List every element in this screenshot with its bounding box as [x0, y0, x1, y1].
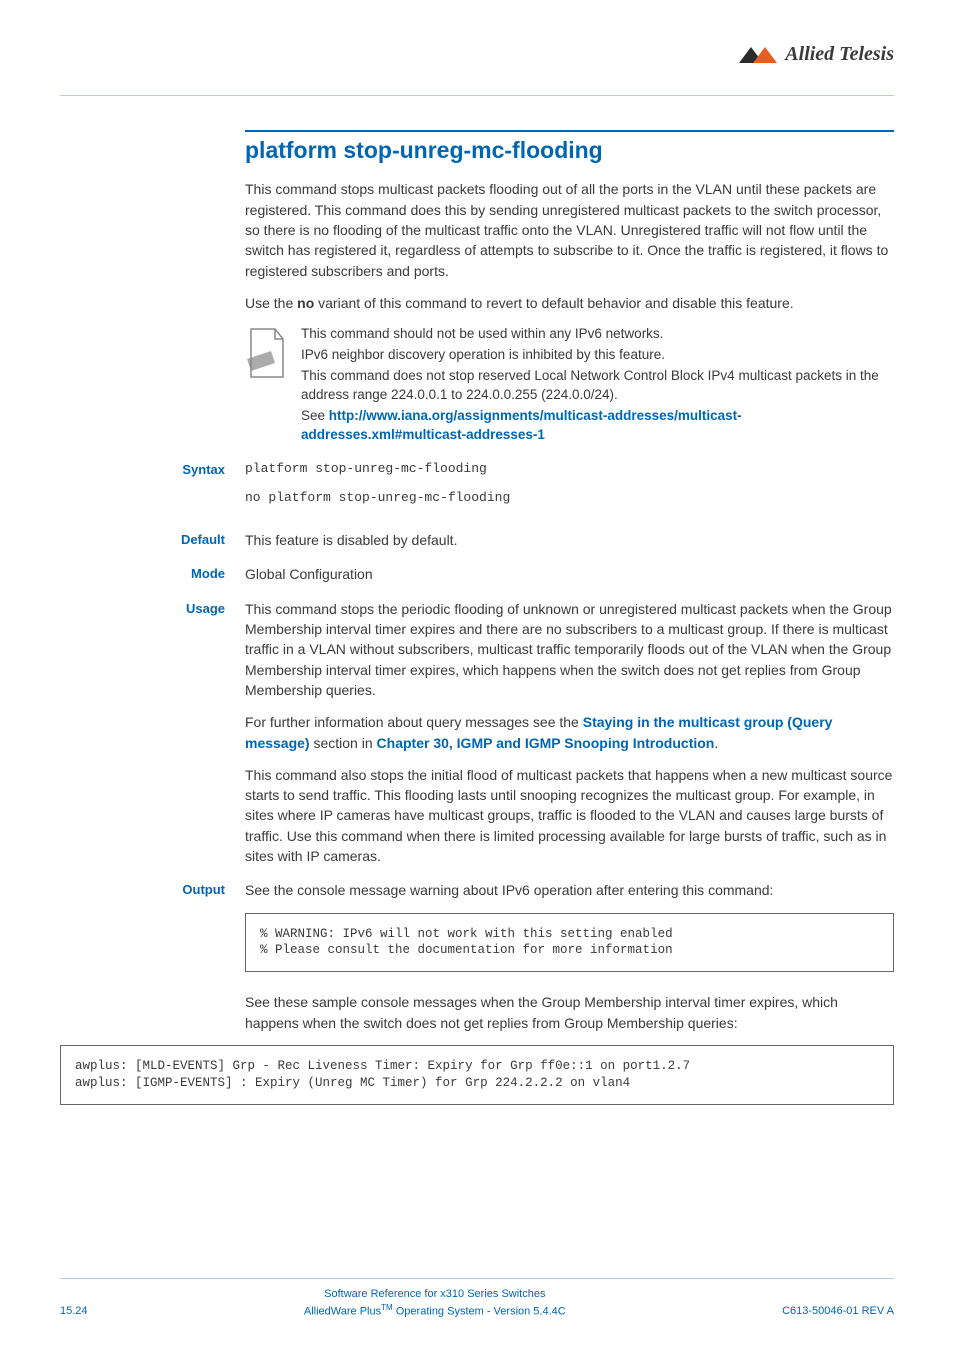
header-divider: [60, 95, 894, 96]
footer-tm: TM: [381, 1303, 393, 1312]
note-callout: This command should not be used within a…: [245, 325, 894, 446]
main-content: platform stop-unreg-mc-flooding This com…: [245, 130, 894, 1105]
console-output-2: awplus: [MLD-EVENTS] Grp - Rec Liveness …: [60, 1045, 894, 1105]
intro-p2-pre: Use the: [245, 295, 297, 311]
section-default: Default This feature is disabled by defa…: [245, 530, 894, 550]
footer-center-line1: Software Reference for x310 Series Switc…: [304, 1287, 566, 1302]
label-syntax: Syntax: [60, 460, 225, 480]
output-intro: See the console message warning about IP…: [245, 880, 894, 900]
brand-logo: Allied Telesis: [739, 40, 894, 69]
note-link[interactable]: http://www.iana.org/assignments/multicas…: [301, 408, 742, 442]
note-body: This command should not be used within a…: [301, 325, 894, 446]
label-output: Output: [60, 880, 225, 900]
note-icon: [245, 325, 287, 386]
note-line4-pre: See: [301, 408, 329, 423]
usage-p3: This command also stops the initial floo…: [245, 765, 894, 866]
section-output: Output See the console message warning a…: [245, 880, 894, 1104]
logo-glyph-icon: [739, 45, 779, 65]
section-mode: Mode Global Configuration: [245, 564, 894, 584]
note-line-1: This command should not be used within a…: [301, 325, 894, 344]
section-syntax: Syntax platform stop-unreg-mc-flooding n…: [245, 460, 894, 508]
intro-p2-bold: no: [297, 295, 314, 311]
command-title: platform stop-unreg-mc-flooding: [245, 130, 894, 167]
brand-name: Allied Telesis: [785, 40, 894, 69]
intro-paragraph-1: This command stops multicast packets flo…: [245, 179, 894, 280]
usage-p2: For further information about query mess…: [245, 712, 894, 753]
note-line-4: See http://www.iana.org/assignments/mult…: [301, 407, 894, 445]
note-line-2: IPv6 neighbor discovery operation is inh…: [301, 346, 894, 365]
mode-text: Global Configuration: [245, 564, 894, 584]
default-text: This feature is disabled by default.: [245, 530, 894, 550]
output-mid: See these sample console messages when t…: [245, 992, 894, 1033]
section-usage: Usage This command stops the periodic fl…: [245, 599, 894, 867]
console-output-1: % WARNING: IPv6 will not work with this …: [245, 913, 894, 973]
footer-c2-pre: AlliedWare Plus: [304, 1306, 381, 1318]
label-usage: Usage: [60, 599, 225, 619]
usage-p2-pre: For further information about query mess…: [245, 714, 583, 730]
usage-p2-post: .: [714, 735, 718, 751]
footer-page-number: 15.24: [60, 1304, 88, 1320]
note-line-3: This command does not stop reserved Loca…: [301, 367, 894, 405]
footer-c2-post: Operating System - Version 5.4.4C: [393, 1306, 566, 1318]
usage-p2-mid: section in: [310, 735, 377, 751]
usage-link-2[interactable]: Chapter 30, IGMP and IGMP Snooping Intro…: [377, 735, 715, 751]
syntax-line-1: platform stop-unreg-mc-flooding: [245, 460, 894, 479]
label-default: Default: [60, 530, 225, 550]
intro-paragraph-2: Use the no variant of this command to re…: [245, 293, 894, 313]
page: Allied Telesis platform stop-unreg-mc-fl…: [0, 0, 954, 1350]
footer-center: Software Reference for x310 Series Switc…: [304, 1287, 566, 1320]
intro-p2-post: variant of this command to revert to def…: [314, 295, 793, 311]
footer-center-line2: AlliedWare PlusTM Operating System - Ver…: [304, 1302, 566, 1320]
usage-p1: This command stops the periodic flooding…: [245, 599, 894, 700]
label-mode: Mode: [60, 564, 225, 584]
page-footer: 15.24 Software Reference for x310 Series…: [60, 1278, 894, 1320]
syntax-line-2: no platform stop-unreg-mc-flooding: [245, 489, 894, 508]
footer-doc-rev: C613-50046-01 REV A: [782, 1304, 894, 1320]
